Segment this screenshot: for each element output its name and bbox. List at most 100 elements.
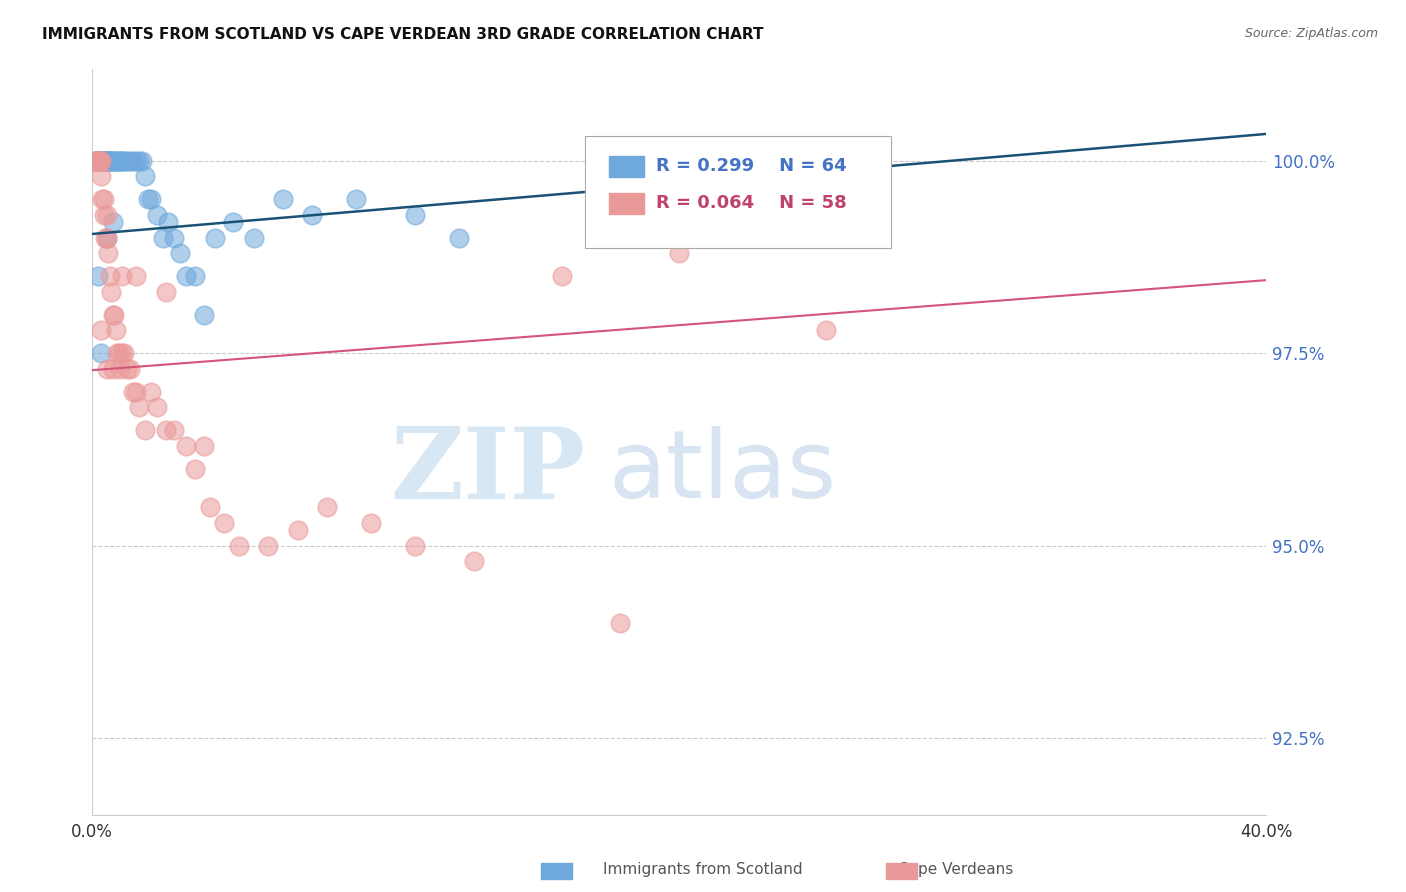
- Point: [204, 231, 226, 245]
- Bar: [609, 194, 644, 214]
- Point: [94, 231, 117, 245]
- Point: [91, 153, 114, 168]
- Point: [128, 153, 150, 168]
- Point: [242, 231, 264, 245]
- Point: [257, 539, 280, 553]
- Point: [163, 231, 186, 245]
- Point: [87, 153, 110, 168]
- Point: [668, 246, 690, 260]
- Point: [152, 231, 174, 245]
- Point: [84, 153, 107, 168]
- Point: [89, 153, 111, 168]
- Point: [84, 153, 107, 168]
- Point: [117, 361, 139, 376]
- Point: [101, 308, 124, 322]
- Point: [86, 153, 108, 168]
- Point: [97, 153, 120, 168]
- Point: [86, 153, 108, 168]
- Text: R = 0.299    N = 64: R = 0.299 N = 64: [655, 157, 846, 175]
- Point: [101, 361, 124, 376]
- Point: [193, 308, 215, 322]
- Point: [96, 231, 118, 245]
- Point: [198, 500, 221, 515]
- Point: [110, 346, 132, 360]
- Point: [98, 269, 121, 284]
- Point: [212, 516, 235, 530]
- Point: [87, 153, 110, 168]
- Point: [91, 192, 114, 206]
- Point: [174, 439, 197, 453]
- Point: [122, 153, 145, 168]
- Point: [86, 153, 108, 168]
- Point: [125, 384, 148, 399]
- Point: [114, 153, 136, 168]
- Point: [89, 153, 111, 168]
- Point: [93, 208, 115, 222]
- Text: Immigrants from Scotland: Immigrants from Scotland: [603, 863, 803, 877]
- Point: [90, 346, 112, 360]
- Point: [344, 192, 367, 206]
- Point: [86, 153, 108, 168]
- Bar: [609, 156, 644, 177]
- Point: [145, 208, 167, 222]
- Point: [87, 153, 110, 168]
- Point: [155, 423, 177, 437]
- Point: [87, 269, 110, 284]
- Point: [98, 153, 121, 168]
- Point: [316, 500, 339, 515]
- Point: [91, 153, 114, 168]
- Point: [139, 384, 162, 399]
- Point: [136, 192, 159, 206]
- Point: [193, 439, 215, 453]
- Point: [87, 153, 110, 168]
- Point: [101, 215, 124, 229]
- Text: Source: ZipAtlas.com: Source: ZipAtlas.com: [1244, 27, 1378, 40]
- Text: ZIP: ZIP: [391, 423, 585, 520]
- Point: [184, 269, 207, 284]
- Point: [90, 153, 112, 168]
- Point: [93, 153, 115, 168]
- Point: [301, 208, 323, 222]
- Point: [98, 153, 121, 168]
- Point: [360, 516, 382, 530]
- Point: [120, 361, 142, 376]
- Point: [97, 246, 120, 260]
- Point: [107, 153, 129, 168]
- Point: [90, 153, 112, 168]
- Point: [93, 153, 115, 168]
- Point: [287, 523, 309, 537]
- Point: [96, 361, 118, 376]
- Point: [139, 192, 162, 206]
- Point: [222, 215, 245, 229]
- Point: [463, 554, 485, 568]
- Text: Cape Verdeans: Cape Verdeans: [898, 863, 1014, 877]
- Point: [609, 615, 631, 630]
- Point: [110, 269, 132, 284]
- Text: R = 0.064    N = 58: R = 0.064 N = 58: [655, 194, 846, 212]
- Point: [108, 153, 131, 168]
- Point: [122, 384, 145, 399]
- Point: [101, 153, 124, 168]
- Point: [87, 153, 110, 168]
- Point: [551, 269, 574, 284]
- Point: [90, 153, 112, 168]
- Point: [125, 269, 148, 284]
- Point: [96, 153, 118, 168]
- Point: [163, 423, 186, 437]
- Point: [104, 153, 127, 168]
- Point: [228, 539, 250, 553]
- Point: [90, 323, 112, 337]
- Point: [96, 231, 118, 245]
- Point: [131, 153, 153, 168]
- Point: [100, 285, 122, 299]
- Point: [96, 153, 118, 168]
- Point: [134, 169, 156, 184]
- Point: [103, 153, 125, 168]
- Point: [94, 153, 117, 168]
- Point: [117, 153, 139, 168]
- Point: [93, 153, 115, 168]
- Point: [111, 153, 134, 168]
- Point: [128, 400, 150, 414]
- Point: [104, 323, 127, 337]
- Point: [101, 153, 124, 168]
